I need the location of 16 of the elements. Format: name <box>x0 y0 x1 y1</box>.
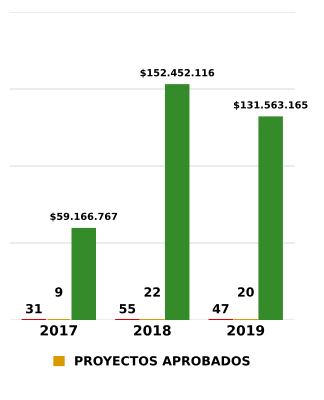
bar <box>164 84 190 320</box>
data-label: $59.166.767 <box>50 212 118 222</box>
bar <box>71 228 96 320</box>
data-label: 22 <box>144 287 160 297</box>
data-label: 55 <box>120 304 136 314</box>
data-label: $152.452.116 <box>140 68 214 78</box>
legend-label: PROYECTOS APROBADOS <box>75 356 250 366</box>
x-tick-label: 2019 <box>228 325 264 336</box>
data-label: 9 <box>55 287 62 297</box>
bar <box>258 116 283 320</box>
data-label: 47 <box>212 304 229 314</box>
data-label: $131.563.165 <box>234 101 308 110</box>
x-tick-label: 2017 <box>40 325 78 336</box>
data-label: 20 <box>238 287 254 297</box>
x-tick-label: 2018 <box>134 325 171 336</box>
data-label: 31 <box>26 304 42 314</box>
